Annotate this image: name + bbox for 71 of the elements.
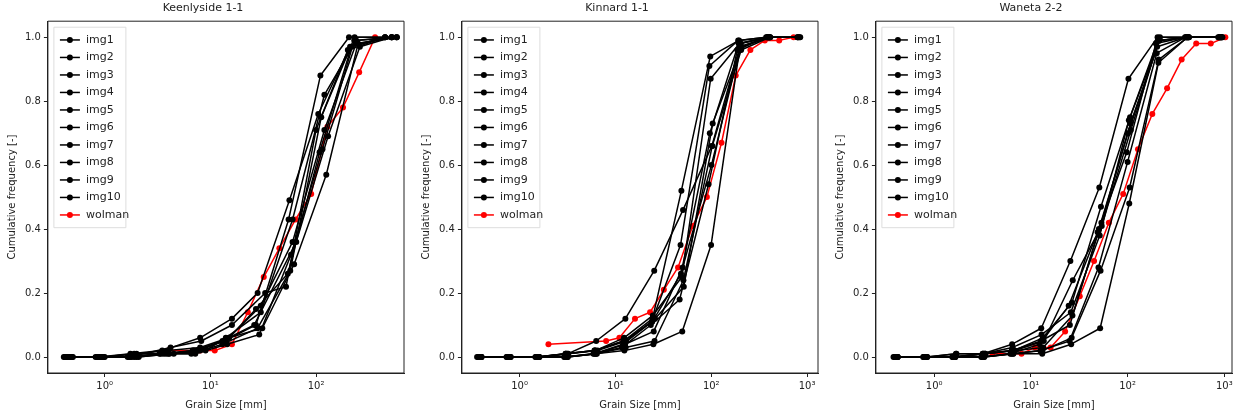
legend-label: img9: [913, 172, 942, 186]
legend-label: img3: [913, 67, 942, 81]
y-tick-label: 0.2: [25, 286, 41, 298]
x-tick-label: 10⁰: [925, 379, 943, 391]
x-tick-label: 10²: [1119, 379, 1136, 391]
y-tick-label: 1.0: [439, 30, 455, 42]
x-tick-label: 10³: [1215, 379, 1233, 391]
y-tick-label: 0.4: [25, 222, 41, 234]
chart-title: Waneta 2-2: [999, 1, 1063, 15]
legend-label: img9: [499, 172, 528, 186]
legend-label: img1: [85, 32, 114, 46]
x-tick-label: 10¹: [607, 379, 624, 391]
y-tick-label: 0.6: [853, 158, 869, 170]
legend-label: img3: [499, 67, 528, 81]
legend-label: img4: [499, 85, 528, 99]
legend-label: img6: [499, 120, 528, 134]
y-tick-label: 1.0: [853, 30, 869, 42]
legend-label: img6: [85, 120, 114, 134]
y-tick-label: 0.2: [439, 286, 455, 298]
legend-label: img10: [499, 190, 535, 204]
legend-label: img2: [85, 50, 114, 64]
y-tick-label: 0.4: [439, 222, 455, 234]
x-tick-label: 10⁰: [96, 379, 114, 391]
y-tick-label: 0.0: [25, 350, 41, 362]
y-tick-label: 0.0: [439, 350, 455, 362]
chart-title: Keenlyside 1-1: [162, 1, 244, 15]
legend-label: img7: [913, 137, 942, 151]
x-tick-label: 10²: [702, 379, 720, 391]
y-axis-title: Cumulative frequency [-]: [833, 134, 845, 260]
x-axis-title: Grain Size [mm]: [599, 398, 681, 410]
legend-label: img4: [913, 85, 942, 99]
y-tick-label: 0.0: [853, 350, 869, 362]
y-tick-label: 0.8: [853, 94, 869, 106]
legend-label: wolman: [913, 207, 958, 221]
y-tick-label: 0.8: [25, 94, 41, 106]
legend-label: wolman: [499, 207, 544, 221]
legend-label: img2: [499, 50, 528, 64]
x-tick-label: 10³: [798, 379, 816, 391]
y-tick-label: 0.6: [25, 158, 41, 170]
legend-label: img10: [913, 190, 949, 204]
legend-label: img8: [85, 155, 114, 169]
y-tick-label: 1.0: [25, 30, 41, 42]
y-axis-title: Cumulative frequency [-]: [419, 134, 431, 260]
y-tick-label: 0.6: [439, 158, 455, 170]
legend-label: img6: [913, 120, 942, 134]
y-tick-label: 0.4: [853, 222, 869, 234]
legend-label: img3: [85, 67, 114, 81]
legend-label: img7: [499, 137, 528, 151]
y-tick-label: 0.8: [439, 94, 455, 106]
legend-label: img1: [913, 32, 942, 46]
legend-label: img1: [499, 32, 528, 46]
x-tick-label: 10²: [307, 379, 325, 391]
x-axis-title: Grain Size [mm]: [185, 398, 267, 410]
legend-label: wolman: [85, 207, 130, 221]
x-tick-label: 10⁰: [511, 379, 528, 391]
x-tick-label: 10¹: [1022, 379, 1040, 391]
chart-title: Kinnard 1-1: [585, 1, 649, 15]
y-tick-label: 0.2: [853, 286, 869, 298]
legend-label: img5: [913, 102, 942, 116]
legend-label: img4: [85, 85, 114, 99]
legend-label: img5: [499, 102, 528, 116]
legend-label: img10: [85, 190, 121, 204]
legend-label: img9: [85, 172, 114, 186]
legend-label: img8: [499, 155, 528, 169]
x-axis-title: Grain Size [mm]: [1013, 398, 1095, 410]
legend-label: img7: [85, 137, 114, 151]
legend-label: img5: [85, 102, 114, 116]
x-tick-label: 10¹: [202, 379, 219, 391]
legend-label: img2: [913, 50, 942, 64]
y-axis-title: Cumulative frequency [-]: [5, 134, 17, 260]
legend-label: img8: [913, 155, 942, 169]
